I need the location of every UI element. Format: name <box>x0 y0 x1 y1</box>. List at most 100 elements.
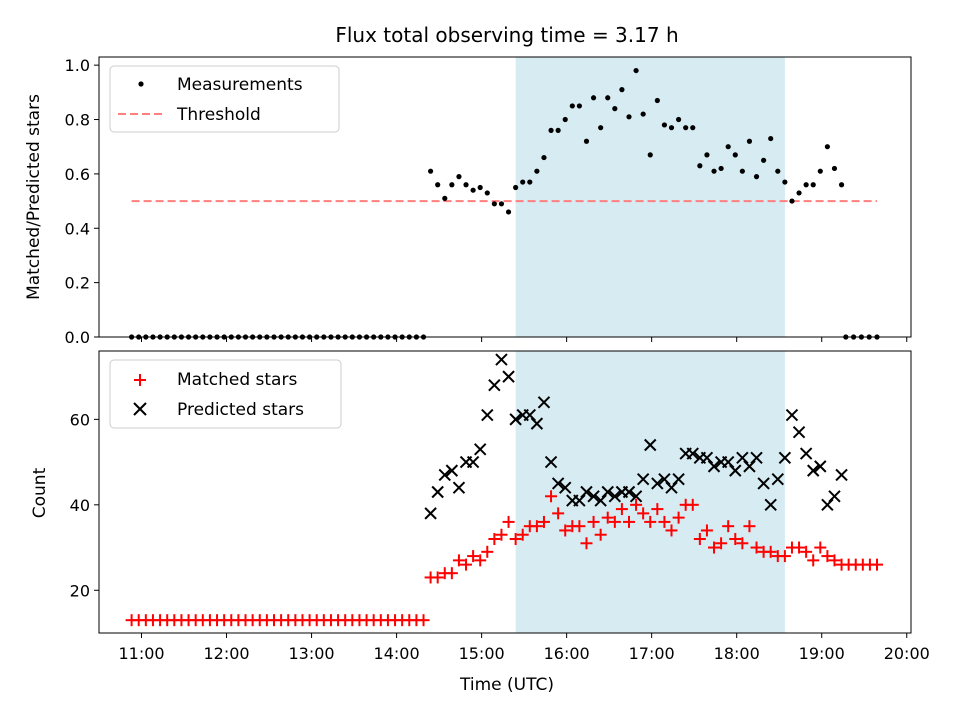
predicted-point <box>636 472 650 486</box>
measurement-point <box>598 125 604 131</box>
top-observing-span <box>515 57 785 337</box>
x-tick-label: 14:00 <box>374 644 420 663</box>
top-panel: 0.0 0.2 0.4 0.6 0.8 1.0 Matched/Predicted sta… <box>24 56 912 347</box>
bottom-axes-frame <box>98 350 912 634</box>
matched-point <box>814 541 827 554</box>
measurement-point <box>753 174 760 180</box>
matched-point <box>417 614 430 627</box>
measurement-point <box>675 116 682 123</box>
matched-point <box>700 524 713 537</box>
y-tick-label: 1.0 <box>65 56 90 75</box>
predicted-point <box>686 447 699 460</box>
legend-measurements-label: Measurements <box>177 75 303 95</box>
measurement-point <box>583 138 590 144</box>
measurement-point <box>505 209 512 215</box>
y-tick-label: 0.2 <box>65 274 90 293</box>
predicted-point <box>778 451 792 465</box>
measurement-point <box>803 182 809 188</box>
matched-point <box>537 515 550 528</box>
measurement-point <box>484 190 490 196</box>
predicted-point <box>523 408 537 422</box>
matched-point <box>722 520 735 533</box>
measurement-point <box>626 114 632 120</box>
chart-title: Flux total observing time = 3.17 h <box>335 23 678 47</box>
matched-point <box>580 537 593 550</box>
measurement-point <box>435 182 441 188</box>
matched-point <box>516 528 529 541</box>
measurement-point <box>428 168 434 174</box>
predicted-point <box>544 455 558 469</box>
measurement-point <box>576 103 582 109</box>
y-tick-label: 0.8 <box>65 111 90 130</box>
measurement-point <box>520 179 526 185</box>
matched-point <box>870 558 883 571</box>
top-axes-frame <box>98 56 912 338</box>
matched-point <box>622 515 635 528</box>
measurement-point <box>768 135 774 142</box>
measurement-point <box>612 106 618 112</box>
predicted-point <box>799 447 813 460</box>
measurement-point <box>647 152 653 158</box>
predicted-point <box>481 408 494 422</box>
measurement-point <box>782 179 788 185</box>
predicted-point <box>537 396 551 409</box>
predicted-point <box>587 490 600 503</box>
measurement-point <box>683 125 689 131</box>
predicted-point <box>551 477 565 490</box>
measurement-point <box>640 111 646 117</box>
bottom-panel: 20 40 60 11:00 12:00 13:00 14:00 15:00 16:00 17:… <box>30 350 930 695</box>
matched-point <box>693 533 706 545</box>
predicted-point <box>721 455 735 469</box>
measurement-point <box>562 116 568 123</box>
measurement-point <box>633 67 639 74</box>
predicted-point <box>771 472 784 486</box>
predicted-point <box>608 490 622 503</box>
predicted-point <box>495 353 508 366</box>
x-tick-label: 12:00 <box>203 644 249 663</box>
measurement-point <box>761 157 767 163</box>
measurement-point <box>619 87 625 93</box>
matched-point <box>778 550 791 563</box>
measurement-point <box>725 144 731 150</box>
matched-point <box>573 520 586 533</box>
predicted-point <box>807 464 820 477</box>
measurement-point <box>775 168 781 174</box>
top-y-axis-label: Matched/Predicted stars <box>24 94 44 300</box>
matched-point <box>793 541 806 554</box>
bottom-observing-span <box>515 351 785 633</box>
measurement-point <box>739 168 745 174</box>
bottom-y-axis: 20 40 60 <box>70 410 99 600</box>
matched-point <box>743 520 756 533</box>
measurement-point <box>704 152 710 158</box>
matched-point <box>615 503 628 516</box>
y-tick-label: 60 <box>70 410 90 429</box>
measurement-point <box>697 163 703 169</box>
measurement-point <box>442 195 448 201</box>
measurement-point <box>456 174 462 180</box>
matched-point <box>601 511 614 524</box>
top-data-marks <box>128 67 880 340</box>
matched-point <box>630 498 643 511</box>
measurement-point <box>534 168 540 174</box>
matched-point <box>608 515 621 528</box>
measurement-point <box>711 168 717 174</box>
y-tick-label: 0.6 <box>65 165 90 184</box>
predicted-point <box>445 464 459 477</box>
predicted-point <box>509 413 522 426</box>
matched-point <box>431 571 444 584</box>
matched-point <box>474 554 487 567</box>
measurement-point <box>817 168 823 174</box>
predicted-point <box>488 378 501 392</box>
predicted-point <box>502 370 515 383</box>
measurement-point <box>590 95 597 101</box>
measurement-point <box>838 182 845 188</box>
y-tick-label: 40 <box>70 496 90 515</box>
predicted-point <box>601 485 614 499</box>
predicted-point <box>672 472 685 486</box>
matched-point <box>807 554 820 567</box>
y-tick-label: 0.4 <box>65 219 90 238</box>
predicted-point <box>473 443 487 456</box>
matched-point <box>715 537 728 550</box>
top-x-axis <box>141 337 908 342</box>
predicted-point <box>764 498 777 512</box>
